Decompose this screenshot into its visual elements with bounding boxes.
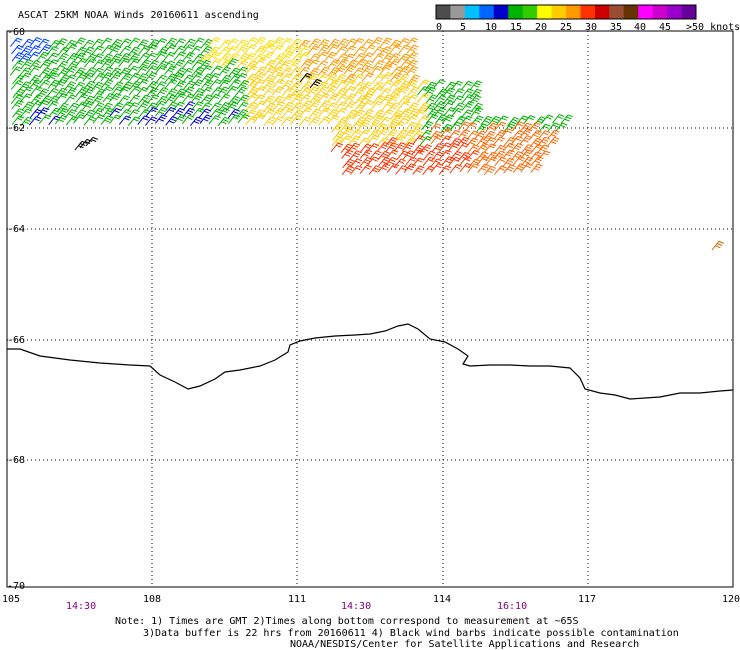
- color-bar-swatch: [537, 5, 553, 19]
- color-bar-swatch: [479, 5, 495, 19]
- longitude-tick-label: 105: [2, 594, 20, 605]
- note-line-2: 3)Data buffer is 22 hrs from 20160611 4)…: [143, 628, 679, 639]
- time-label: 14:30: [341, 601, 371, 612]
- color-bar-swatch: [580, 5, 596, 19]
- color-bar-swatch: [609, 5, 625, 19]
- color-bar-label: 5: [460, 22, 466, 33]
- latitude-tick-label: -64: [7, 224, 25, 235]
- color-bar-label: 20: [535, 22, 547, 33]
- longitude-tick-label: 111: [288, 594, 306, 605]
- color-bar-swatch: [493, 5, 509, 19]
- time-label: 16:10: [497, 601, 527, 612]
- longitude-tick-label: 117: [578, 594, 596, 605]
- longitude-tick-label: 114: [433, 594, 451, 605]
- color-bar-label: 35: [610, 22, 622, 33]
- coastline: [7, 323, 734, 400]
- wind-barbs: [9, 36, 724, 251]
- color-bar-label: 40: [634, 22, 646, 33]
- color-bar-labels: 0 5 10 15 20 25 30 35 40 45 >50 knots: [436, 22, 740, 33]
- color-bar-swatch: [551, 5, 567, 19]
- note-line-1: Note: 1) Times are GMT 2)Times along bot…: [115, 616, 579, 627]
- latitude-tick-labels: -60 -62 -64 -66 -68 -70: [7, 27, 25, 592]
- color-bar-label: 15: [510, 22, 522, 33]
- plot-frame: [6, 30, 734, 588]
- grid-lines: [7, 31, 733, 587]
- latitude-tick-label: -66: [7, 335, 25, 346]
- color-bar-label: 30: [585, 22, 597, 33]
- latitude-tick-label: -62: [7, 123, 25, 134]
- color-bar: [435, 4, 697, 20]
- color-bar-label: >50 knots: [686, 22, 740, 33]
- color-bar-swatch: [594, 5, 610, 19]
- color-bar-swatch: [652, 5, 668, 19]
- longitude-tick-label: 108: [143, 594, 161, 605]
- color-bar-swatch: [681, 5, 697, 19]
- color-bar-label: 10: [485, 22, 497, 33]
- color-bar-label: 25: [560, 22, 572, 33]
- color-bar-swatch: [566, 5, 581, 19]
- latitude-tick-label: -70: [7, 581, 25, 592]
- color-bar-swatch: [436, 5, 451, 19]
- time-label: 14:30: [66, 601, 96, 612]
- longitude-tick-label: 120: [722, 594, 740, 605]
- latitude-tick-label: -68: [7, 455, 25, 466]
- color-bar-label: 0: [436, 22, 442, 33]
- color-bar-swatch: [508, 5, 524, 19]
- color-bar-swatch: [450, 5, 466, 19]
- latitude-tick-label: -60: [7, 27, 25, 38]
- color-bar-swatch: [464, 5, 480, 19]
- color-bar-swatch: [638, 5, 654, 19]
- map-title: ASCAT 25KM NOAA Winds 20160611 ascending: [18, 10, 259, 21]
- longitude-tick-labels: 105 108 111 114 117 120: [2, 594, 740, 605]
- color-bar-swatch: [667, 5, 683, 19]
- color-bar-swatch: [522, 5, 538, 19]
- note-line-3: NOAA/NESDIS/Center for Satellite Applica…: [290, 639, 639, 650]
- color-bar-label: 45: [659, 22, 671, 33]
- color-bar-swatch: [623, 5, 639, 19]
